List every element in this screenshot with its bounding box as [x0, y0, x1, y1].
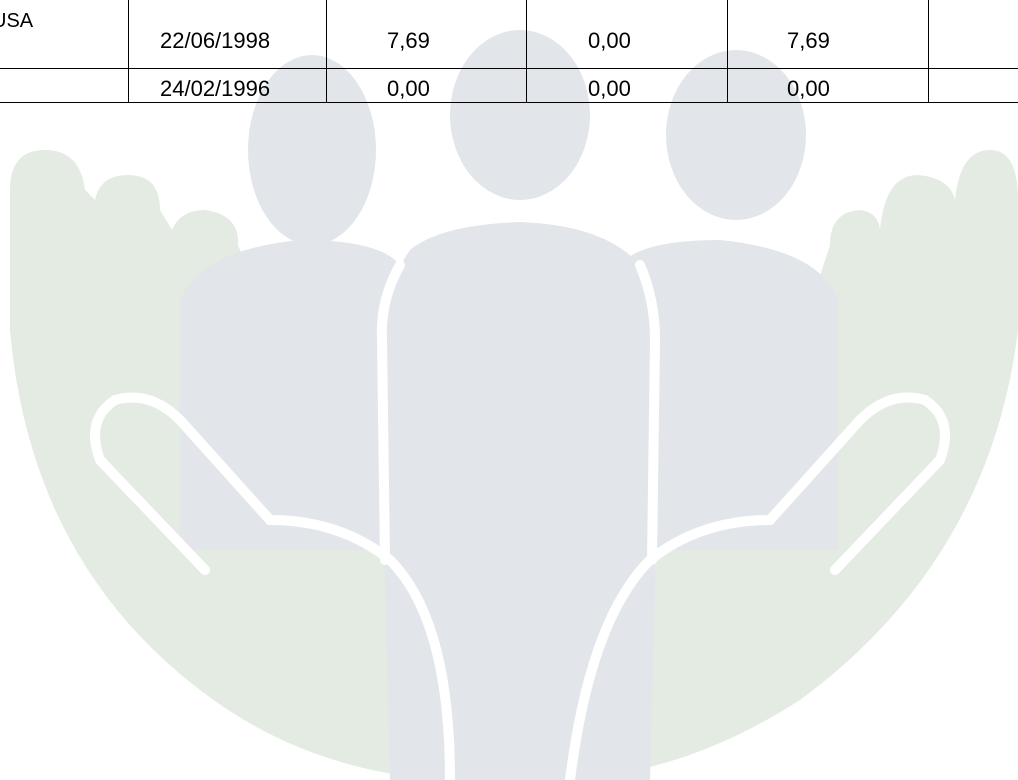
- cell-text: 7,69: [387, 28, 430, 54]
- cell-text: 0,00: [787, 76, 830, 102]
- body: [380, 222, 660, 780]
- body: [180, 240, 410, 550]
- cell-text: USA: [0, 10, 33, 33]
- col-border: [526, 0, 527, 103]
- row-border: [0, 102, 1018, 103]
- cell-text: 0,00: [588, 76, 631, 102]
- col-border: [727, 0, 728, 103]
- head: [666, 50, 806, 220]
- cell-text: 0,00: [588, 28, 631, 54]
- watermark-logo: [0, 0, 1018, 780]
- col-border: [128, 0, 129, 103]
- page: {"table": {"rows": [ ["USA", "22/06/1998…: [0, 0, 1018, 780]
- cell-text: 22/06/1998: [160, 28, 270, 54]
- row-border: [0, 68, 1018, 69]
- col-border: [928, 0, 929, 103]
- col-border: [326, 0, 327, 103]
- cell-text: 0,00: [387, 76, 430, 102]
- cell-text: 24/02/1996: [160, 76, 270, 102]
- cell-text: 7,69: [787, 28, 830, 54]
- head: [450, 30, 590, 200]
